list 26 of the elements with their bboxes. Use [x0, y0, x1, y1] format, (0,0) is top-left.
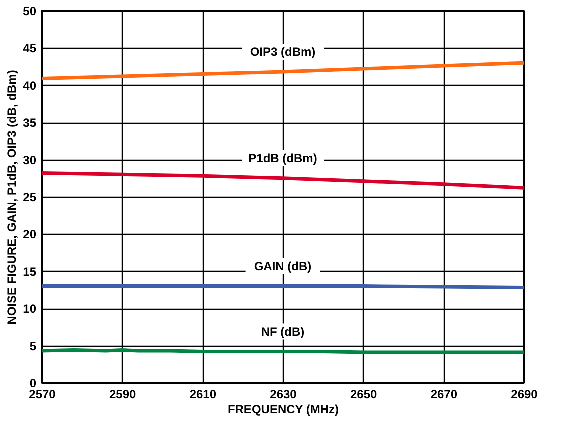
y-tick-label: 5 — [30, 339, 37, 354]
y-tick-label: 50 — [23, 4, 37, 18]
y-tick-label: 35 — [23, 116, 37, 130]
y-tick-label: 30 — [23, 153, 37, 168]
y-tick-label: 40 — [23, 78, 37, 93]
x-axis-title: FREQUENCY (MHz) — [228, 402, 340, 416]
series-label: GAIN (dB) — [254, 259, 312, 274]
y-tick-label: 20 — [23, 228, 37, 242]
x-tick-label: 2630 — [270, 388, 298, 402]
y-tick-label: 10 — [23, 302, 37, 316]
series-label: P1dB (dBm) — [248, 151, 318, 166]
y-tick-label: 0 — [30, 376, 37, 390]
y-tick-label: 45 — [23, 42, 37, 56]
line-series — [40, 61, 526, 80]
x-tick-label: 2610 — [190, 388, 217, 402]
y-axis-title: NOISE FIGURE, GAIN, P1dB, OIP3 (dB, dBm) — [5, 70, 20, 325]
x-tick-label: 2690 — [511, 388, 538, 402]
y-tick-label: 15 — [23, 264, 37, 279]
x-tick-label: 2590 — [109, 388, 137, 402]
y-tick-label: 25 — [23, 190, 37, 204]
x-tick-label: 2650 — [350, 388, 378, 402]
series-label: NF (dB) — [261, 324, 305, 339]
x-tick-label: 2570 — [29, 388, 56, 402]
series-label: OIP3 (dBm) — [250, 45, 316, 60]
line-series — [40, 171, 526, 190]
x-tick-label: 2670 — [430, 388, 458, 402]
